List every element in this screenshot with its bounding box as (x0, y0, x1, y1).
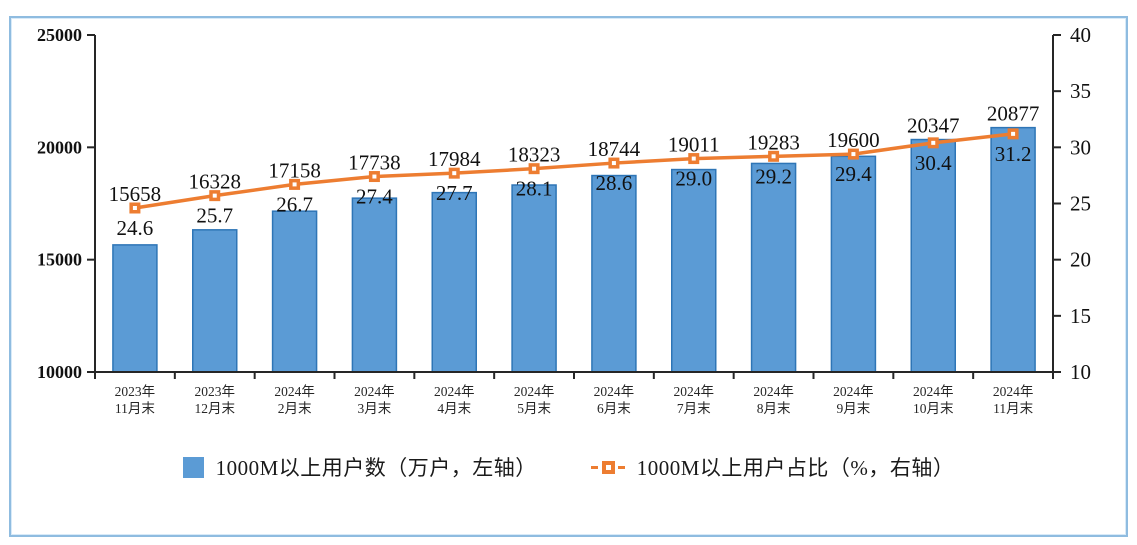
left-axis-tick-label: 10000 (37, 362, 82, 382)
x-category-label: 2024年 10月末 (913, 384, 954, 416)
line-value-label: 31.2 (995, 142, 1032, 166)
bar-value-label: 17158 (268, 158, 321, 182)
line-value-label: 26.7 (276, 192, 313, 216)
line-marker-center (132, 205, 137, 210)
left-axis-tick-label: 15000 (37, 250, 82, 270)
bar-series-swatch-icon (182, 456, 204, 478)
bar-value-label: 19600 (827, 128, 880, 152)
legend-item-line-series: 1000M以上用户占比（%，右轴） (590, 452, 955, 482)
bar (671, 168, 717, 373)
line-marker-center (691, 156, 696, 161)
bar-series-label: 1000M以上用户数（万户，左轴） (215, 456, 537, 480)
x-category-label: 2024年 6月末 (594, 384, 635, 416)
bar-value-label: 19011 (668, 133, 720, 157)
x-category-label: 2024年 9月末 (833, 384, 874, 416)
bar-value-label: 20877 (987, 102, 1040, 126)
line-marker-center (771, 154, 776, 159)
line-value-label: 27.4 (356, 185, 393, 209)
line-marker-center (372, 174, 377, 179)
x-category-label: 2024年 2月末 (274, 384, 315, 416)
line-marker-center (532, 166, 537, 171)
right-axis-tick-label: 30 (1070, 135, 1091, 159)
line-marker-center (452, 171, 457, 176)
x-category-label: 2024年 7月末 (674, 384, 715, 416)
left-axis-tick-label: 20000 (37, 137, 82, 157)
legend-item-bar-series: 1000M以上用户数（万户，左轴） (182, 452, 537, 482)
x-category-label: 2024年 4月末 (434, 384, 475, 416)
right-axis-tick-label: 40 (1070, 23, 1091, 47)
chart-legend: 1000M以上用户数（万户，左轴） 1000M以上用户占比（%，右轴） (0, 452, 1137, 482)
right-axis-tick-label: 20 (1070, 248, 1091, 272)
bar (591, 174, 637, 373)
x-category-label: 2024年 5月末 (514, 384, 555, 416)
line-value-label: 29.2 (755, 164, 792, 188)
right-axis-tick-label: 35 (1070, 79, 1091, 103)
bar (112, 244, 158, 373)
line-value-label: 25.7 (196, 204, 233, 228)
line-value-label: 29.0 (675, 167, 712, 191)
line-value-label: 27.7 (436, 181, 473, 205)
chart-border-frame (9, 16, 1128, 537)
right-axis-tick-label: 15 (1070, 304, 1091, 328)
bar (431, 191, 477, 373)
bar-value-label: 18323 (508, 143, 561, 167)
bar (830, 155, 877, 373)
line-value-label: 28.1 (516, 177, 553, 201)
line-marker-center (931, 140, 936, 145)
bar-value-label: 15658 (109, 182, 162, 206)
bar (351, 197, 398, 373)
line-value-label: 30.4 (915, 151, 952, 175)
bar-value-label: 20347 (907, 114, 960, 138)
x-category-label: 2023年 12月末 (195, 384, 236, 416)
line-marker-center (611, 161, 616, 166)
right-axis-tick-label: 10 (1070, 360, 1091, 384)
line-value-label: 28.6 (596, 171, 633, 195)
x-category-label: 2024年 11月末 (993, 384, 1034, 416)
bar-value-label: 17984 (428, 147, 481, 171)
line-marker-center (1011, 131, 1016, 136)
bar (511, 184, 557, 373)
right-axis-tick-label: 25 (1070, 192, 1091, 216)
line-series-path (134, 132, 1014, 210)
bar (192, 229, 238, 373)
line-series-marker-icon (590, 460, 625, 474)
bar-value-label: 19283 (747, 130, 800, 154)
x-category-label: 2023年 11月末 (115, 384, 156, 416)
bar-value-label: 18744 (588, 137, 641, 161)
line-marker-center (851, 152, 856, 157)
bar-value-label: 17738 (348, 151, 401, 175)
left-axis-tick-label: 25000 (37, 25, 82, 45)
line-value-label: 24.6 (117, 216, 154, 240)
line-marker-center (212, 193, 217, 198)
bar (910, 138, 956, 373)
bar (990, 126, 1036, 373)
line-series-label: 1000M以上用户占比（%，右轴） (636, 456, 955, 480)
bar (750, 162, 797, 373)
bar-value-label: 16328 (189, 170, 242, 194)
line-marker-center (292, 182, 297, 187)
x-category-label: 2024年 3月末 (354, 384, 395, 416)
x-category-label: 2024年 8月末 (753, 384, 794, 416)
bar (271, 210, 318, 373)
line-value-label: 29.4 (835, 162, 872, 186)
